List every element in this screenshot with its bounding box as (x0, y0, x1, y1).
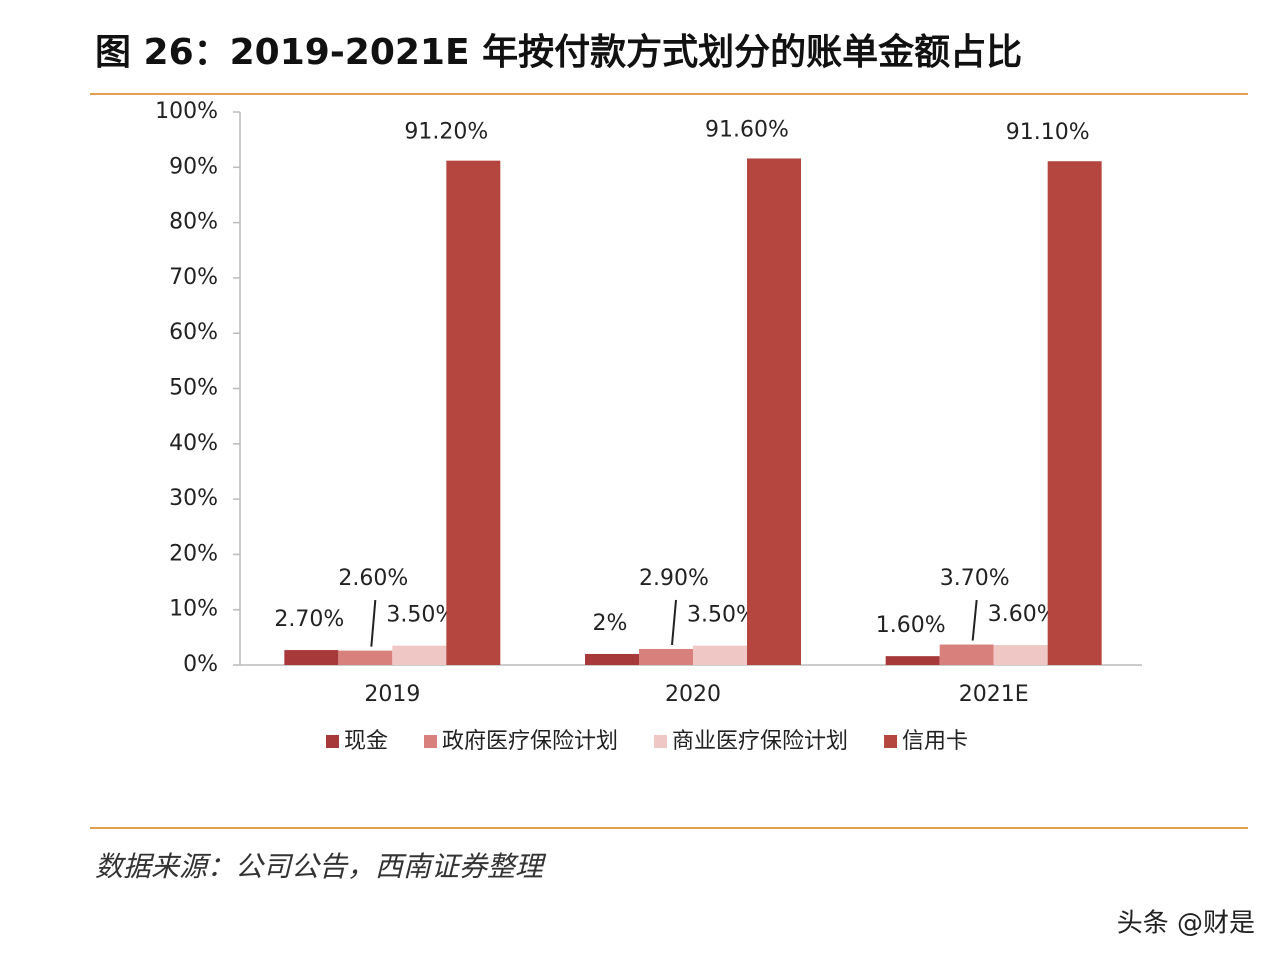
source: 数据来源：公司公告，西南证券整理 (95, 850, 547, 883)
value-label: 91.20% (404, 120, 488, 145)
y-tick-label: 50% (169, 376, 218, 401)
bar (585, 653, 639, 665)
value-label: 2.90% (639, 566, 709, 591)
value-label: 2.60% (338, 566, 408, 591)
x-tick-label: 2021E (959, 682, 1029, 707)
value-label: 91.10% (1006, 120, 1090, 145)
value-label: 3.60% (988, 602, 1058, 627)
legend-label: 现金 (344, 729, 388, 754)
legend-swatch (424, 735, 438, 748)
value-label: 2.70% (274, 607, 344, 632)
y-tick-label: 20% (169, 541, 218, 566)
bar (939, 644, 994, 665)
y-tick-label: 60% (169, 320, 218, 345)
leader-line (671, 599, 677, 646)
y-tick-label: 0% (183, 652, 218, 677)
legend-swatch (654, 735, 668, 748)
legend-swatch (326, 735, 339, 748)
bar (747, 158, 801, 665)
value-label: 3.50% (687, 603, 757, 628)
y-tick-label: 80% (169, 210, 218, 235)
value-label: 1.60% (876, 613, 946, 638)
leader-line (971, 599, 978, 641)
chart-title: 图 26：2019-2021E 年按付款方式划分的账单金额占比 (95, 31, 1022, 73)
bar (885, 656, 940, 665)
value-label: 3.70% (940, 566, 1010, 591)
legend-label: 商业医疗保险计划 (672, 729, 848, 754)
y-tick-label: 40% (169, 431, 218, 456)
y-tick-label: 100% (155, 99, 218, 124)
y-tick-label: 90% (169, 154, 218, 179)
bar (446, 160, 501, 665)
y-tick-label: 10% (169, 597, 218, 622)
legend-label: 政府医疗保险计划 (442, 729, 618, 754)
x-tick-label: 2020 (665, 682, 721, 707)
bar (338, 650, 393, 665)
bar (1047, 161, 1102, 666)
bar (693, 645, 747, 665)
bar (639, 648, 693, 665)
x-tick-label: 2019 (364, 682, 420, 707)
bar (284, 650, 339, 665)
value-label: 2% (593, 611, 628, 636)
watermark: 头条 @财是 (1117, 909, 1255, 939)
bar (392, 645, 447, 665)
legend-swatch (884, 735, 898, 748)
y-tick-label: 70% (169, 265, 218, 290)
value-label: 91.60% (705, 117, 789, 142)
y-tick-label: 30% (169, 486, 218, 511)
leader-line (370, 599, 377, 647)
legend-label: 信用卡 (902, 729, 968, 754)
value-label: 3.50% (386, 603, 456, 628)
bar (993, 645, 1048, 665)
